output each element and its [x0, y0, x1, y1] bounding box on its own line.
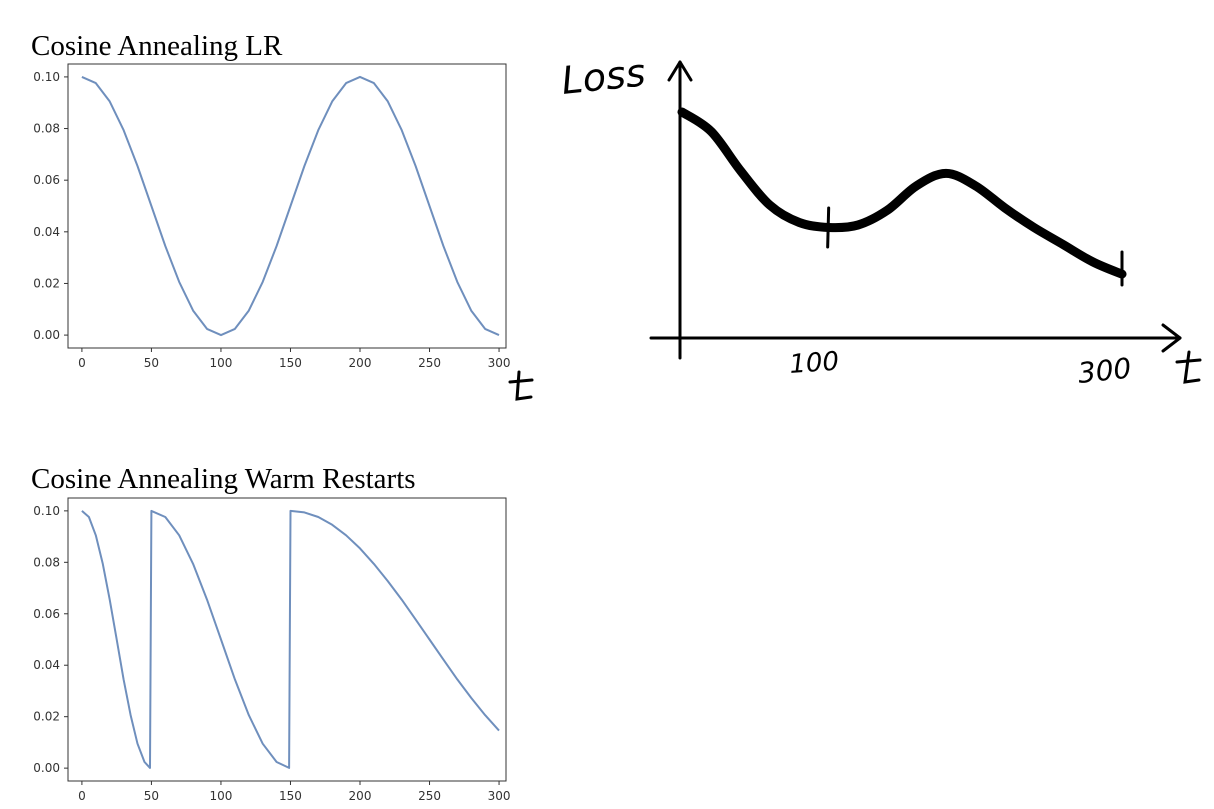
x-tick-label: 250 [418, 356, 441, 370]
x-tick-label: 150 [279, 789, 302, 803]
plot-frame [67, 497, 507, 782]
chart-title-cosine-annealing-lr: Cosine Annealing LR [31, 30, 283, 62]
y-tick-label: 0.10 [33, 70, 60, 84]
x-axis-label-t [515, 370, 533, 401]
x-tick-label: 300 [488, 789, 511, 803]
loss-sketch: Loss 100 300 [559, 50, 1202, 390]
x-axis-label-t-cross [1175, 358, 1202, 364]
y-tick-label: 0.00 [33, 328, 60, 342]
warm-restarts-plot: 0 50 100 150 200 250 300 0.00 0.02 0.04 0.06 0.08 0.… [33, 497, 511, 803]
x-tick-label: 200 [349, 356, 372, 370]
y-tick-label: 0.06 [33, 173, 60, 187]
x-axis-arrow [1161, 323, 1182, 353]
y-tick-label: 0.02 [33, 710, 60, 724]
x-axis-label-t [1183, 350, 1201, 384]
y-tick-label: 0.04 [33, 225, 60, 239]
x-tick-label: 50 [144, 356, 159, 370]
loss-curve [677, 107, 1127, 279]
x-tick-label: 150 [279, 356, 302, 370]
series-line [81, 75, 500, 337]
x-tick-label: 100 [209, 789, 232, 803]
x-tick-label: 300 [488, 356, 511, 370]
x-tick-label: 100 [209, 356, 232, 370]
y-tick-label: 0.08 [33, 122, 60, 136]
x-tick-label: 200 [349, 789, 372, 803]
cosine-annealing-plot: 0 50 100 150 200 250 300 0.00 0.02 0.04 0.06 0.08 0.… [33, 63, 534, 401]
x-tick-label-300: 300 [1076, 352, 1133, 390]
x-tick-label: 0 [78, 356, 86, 370]
y-tick-label: 0.06 [33, 607, 60, 621]
x-tick-label: 250 [418, 789, 441, 803]
series-line [81, 509, 500, 769]
chart-title-cosine-warm-restarts: Cosine Annealing Warm Restarts [31, 463, 416, 495]
curve-tick-100 [826, 206, 831, 249]
y-tick-label: 0.10 [33, 504, 60, 518]
x-tick-label: 50 [144, 789, 159, 803]
y-tick-label: 0.00 [33, 761, 60, 775]
x-axis-label-t-cross [508, 378, 534, 384]
y-tick-label: 0.02 [33, 276, 60, 290]
x-tick-label-100: 100 [788, 347, 840, 380]
y-axis-label-loss: Loss [559, 50, 647, 103]
y-tick-label: 0.04 [33, 658, 60, 672]
y-axis-arrow [667, 60, 693, 82]
plot-frame [67, 63, 507, 349]
y-tick-label: 0.08 [33, 555, 60, 569]
x-tick-label: 0 [78, 789, 86, 803]
